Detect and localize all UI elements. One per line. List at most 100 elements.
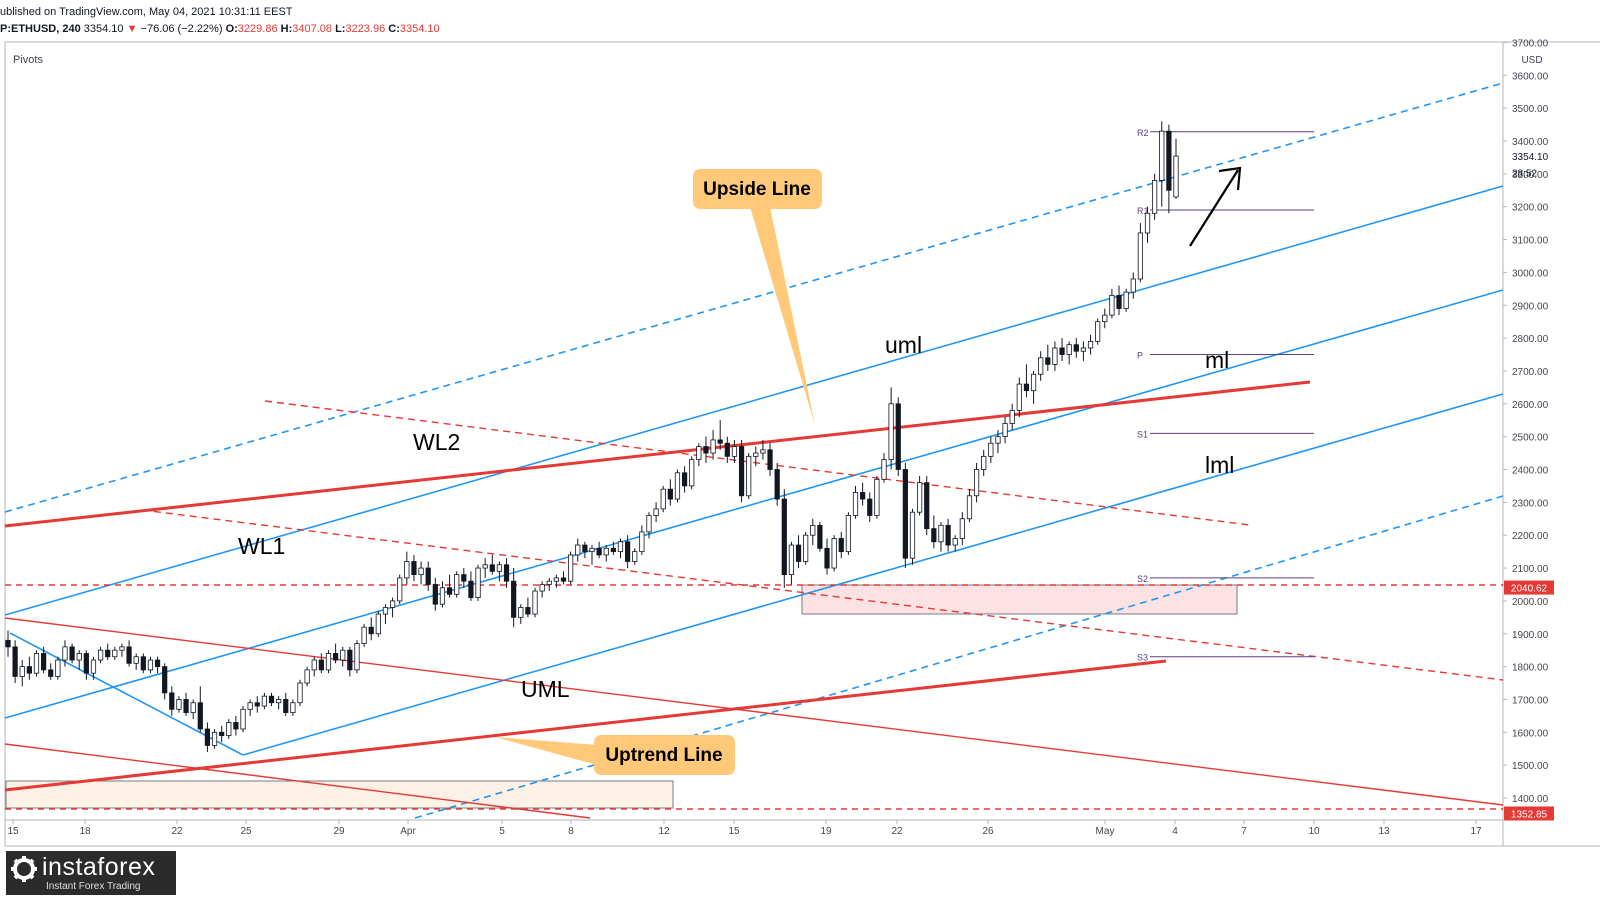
candle-bullish	[1095, 321, 1101, 342]
level-label-box	[1504, 806, 1554, 821]
candle-bearish	[724, 442, 730, 457]
level-label: 2040.62	[1511, 584, 1548, 595]
level-label: 1352.85	[1511, 809, 1548, 820]
candle-bullish	[845, 515, 851, 553]
candle-bearish	[183, 699, 189, 713]
candle-bullish	[646, 515, 652, 533]
candle-bullish	[439, 587, 446, 605]
candle-bullish	[311, 659, 317, 671]
candle-bearish	[717, 439, 723, 444]
candle-bullish	[696, 446, 702, 461]
time-tick-label: May	[1096, 826, 1115, 837]
price-tick-label: 2200.00	[1512, 531, 1549, 542]
pitchfork-handle	[9, 632, 244, 756]
price-tick-label: 3700.00	[1512, 38, 1549, 49]
time-tick-label: 7	[1241, 826, 1247, 837]
candle-bearish	[489, 564, 495, 572]
candle-bullish	[888, 403, 894, 461]
candle-bullish	[482, 564, 488, 569]
candle-bullish	[617, 541, 624, 553]
candle-bearish	[411, 561, 417, 576]
uml-label: uml	[885, 332, 922, 358]
candle-bearish	[681, 472, 688, 487]
uptrend-line	[4, 659, 1167, 792]
candle-bullish	[874, 478, 880, 516]
open-label: O:	[225, 23, 238, 35]
wl1-lower-line	[141, 509, 1504, 681]
pivot-levels: R2 R1 P S1 S2 S3	[1137, 128, 1314, 663]
candle-bullish	[247, 702, 253, 710]
time-tick-label: 15	[7, 826, 19, 837]
candle-bullish	[397, 577, 403, 602]
candle-bullish	[226, 722, 232, 736]
time-tick-label: Apr	[400, 826, 416, 837]
time-tick-label: 12	[658, 826, 670, 837]
candle-bearish	[902, 469, 908, 559]
candle-bullish	[475, 567, 481, 599]
candle-bearish	[461, 574, 467, 582]
candle-bullish	[959, 518, 965, 539]
candle-bearish	[347, 649, 353, 671]
candle-bearish	[838, 538, 844, 553]
candle-bearish	[703, 446, 709, 454]
candle-bullish	[660, 488, 666, 510]
candle-bearish	[425, 567, 431, 585]
lower-warning-line	[414, 495, 1504, 819]
candle-bearish	[945, 524, 951, 546]
close-label: C:	[388, 23, 400, 35]
candle-bullish	[404, 561, 410, 579]
candle-bullish	[1080, 347, 1087, 352]
candle-bearish	[41, 653, 47, 671]
candle-bearish	[368, 626, 374, 635]
candle-bullish	[938, 524, 944, 543]
level-label-box	[1504, 580, 1554, 595]
time-tick-label: 17	[1470, 826, 1482, 837]
candle-bearish	[596, 547, 602, 556]
indicator-label: Pivots	[13, 54, 43, 66]
open-value: 3229.86	[237, 23, 278, 35]
candle-bearish	[610, 547, 616, 553]
pivot-label-r1: R1	[1137, 206, 1149, 216]
candle-bearish	[219, 731, 225, 736]
candle-bullish	[290, 702, 296, 713]
candle-bullish	[1038, 357, 1044, 375]
candle-bearish	[1059, 347, 1065, 355]
pivot-label-s1: S1	[1137, 429, 1148, 439]
price-tick-label: 2900.00	[1512, 301, 1549, 312]
candle-bullish	[76, 653, 82, 661]
candle-bullish	[1009, 409, 1015, 424]
price-axis[interactable]: 1400.00 1500.00 1600.00 1700.00 1800.00 1900.…	[1503, 38, 1554, 821]
median-line	[4, 289, 1504, 719]
upper-median-line	[4, 185, 1504, 616]
price-tick-label: 2700.00	[1512, 367, 1549, 378]
price-tick-label: 1700.00	[1512, 695, 1549, 706]
price-tick-label: 2800.00	[1512, 334, 1549, 345]
candle-bearish	[283, 699, 289, 713]
candle-bullish	[852, 492, 859, 516]
candle-bullish	[240, 708, 246, 730]
candle-bullish	[1144, 212, 1151, 234]
candle-bearish	[582, 544, 588, 553]
time-axis[interactable]: 15 18 22 25 29 Apr 5 8 12 15 19 22 26 May 4 7 10 13 17	[7, 820, 1482, 837]
candle-bullish	[1137, 232, 1143, 280]
logo-name: instaforex	[42, 853, 156, 881]
change-arrow: ▼	[126, 23, 138, 35]
candle-bullish	[603, 547, 609, 556]
wl1-label: WL1	[238, 533, 285, 559]
time-tick-label: 8	[568, 826, 574, 837]
time-tick-label: 18	[79, 826, 91, 837]
candle-bullish	[532, 590, 538, 615]
candle-bullish	[674, 472, 681, 500]
wl2-label: WL2	[413, 429, 460, 455]
candle-bearish	[817, 524, 823, 549]
candle-bullish	[276, 699, 282, 704]
candle-bearish	[318, 659, 324, 671]
candle-bullish	[389, 600, 396, 608]
price-tick-label: 1500.00	[1512, 761, 1549, 772]
candle-bearish	[12, 646, 18, 677]
price-tick-label: 2400.00	[1512, 466, 1549, 477]
candle-bullish	[788, 544, 795, 576]
candle-bullish	[653, 508, 659, 516]
candle-bearish	[781, 498, 787, 576]
